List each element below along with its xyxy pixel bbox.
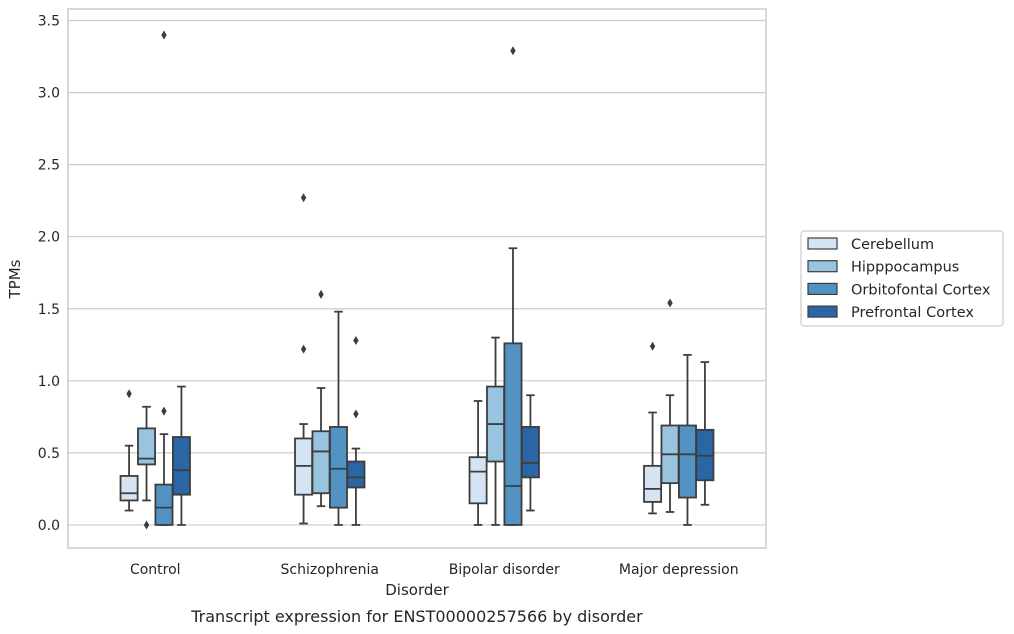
legend-label: Hipppocampus [851,260,959,276]
y-tick-label: 2.5 [38,158,60,174]
box-iqr [329,426,348,509]
y-tick-label: 0.0 [38,518,60,534]
box [329,310,348,526]
x-axis-label: Disorder [385,581,449,599]
box [486,336,505,526]
x-tick-label: Schizophrenia [281,562,379,578]
x-tick-labels: Control Schizophrenia Bipolar disorder Majo… [130,562,739,578]
legend-swatch [807,260,838,273]
legend-label: Cerebellum [851,237,934,253]
box-iqr [346,460,366,489]
box-iqr [643,464,663,503]
outlier-point [353,409,359,419]
box [468,400,488,526]
legend-label: Prefrontal Cortex [851,305,974,321]
box [119,389,139,512]
x-tick-label: Control [130,562,181,578]
legend-swatch [807,305,838,318]
box [137,405,156,530]
outlier-point [649,341,656,351]
outlier-point [161,30,167,40]
legend-frame [800,230,1004,327]
outlier-point [161,406,167,416]
box [154,30,174,526]
legend-label: Orbitofontal Cortex [851,282,991,298]
box [520,394,540,512]
legend: Cerebellum Hipppocampus Orbitofontal Corte… [800,230,1004,327]
box-iqr [119,475,139,502]
box [346,335,366,526]
box [294,193,314,525]
outlier-point [126,389,132,399]
x-tick-label: Bipolar disorder [449,562,560,578]
outlier-point [300,344,307,354]
plot-frame [67,8,767,549]
box-iqr [678,424,697,499]
legend-swatch [807,282,838,295]
box-series [119,30,715,530]
chart-caption: Transcript expression for ENST0000025756… [190,607,643,626]
box [503,46,523,526]
outlier-point [300,193,307,203]
box-iqr [311,430,331,495]
box-iqr [154,483,174,526]
box-iqr [137,427,156,466]
y-tick-label: 3.5 [38,14,60,30]
outlier-point [510,46,516,56]
box-iqr [503,342,523,526]
x-tick-label: Major depression [619,562,739,578]
box-iqr [468,456,488,505]
y-tick-label: 2.0 [38,230,60,246]
y-axis-label: TPMs [6,259,24,299]
y-tick-label: 1.5 [38,302,60,318]
y-tick-label: 3.0 [38,86,60,102]
outlier-point [318,289,324,299]
box [171,385,191,526]
box [643,341,663,515]
outlier-point [353,335,359,345]
outlier-point [143,520,150,530]
y-tick-label: 1.0 [38,374,60,390]
box [660,298,680,513]
y-tick-label: 0.5 [38,446,60,462]
box-iqr [171,436,191,496]
box [695,361,715,506]
box [311,289,331,508]
outlier-point [667,298,673,308]
legend-swatch [807,237,838,250]
y-tick-labels: 0.0 0.5 1.0 1.5 2.0 2.5 3.0 3.5 [38,14,60,534]
box-iqr [520,426,540,479]
